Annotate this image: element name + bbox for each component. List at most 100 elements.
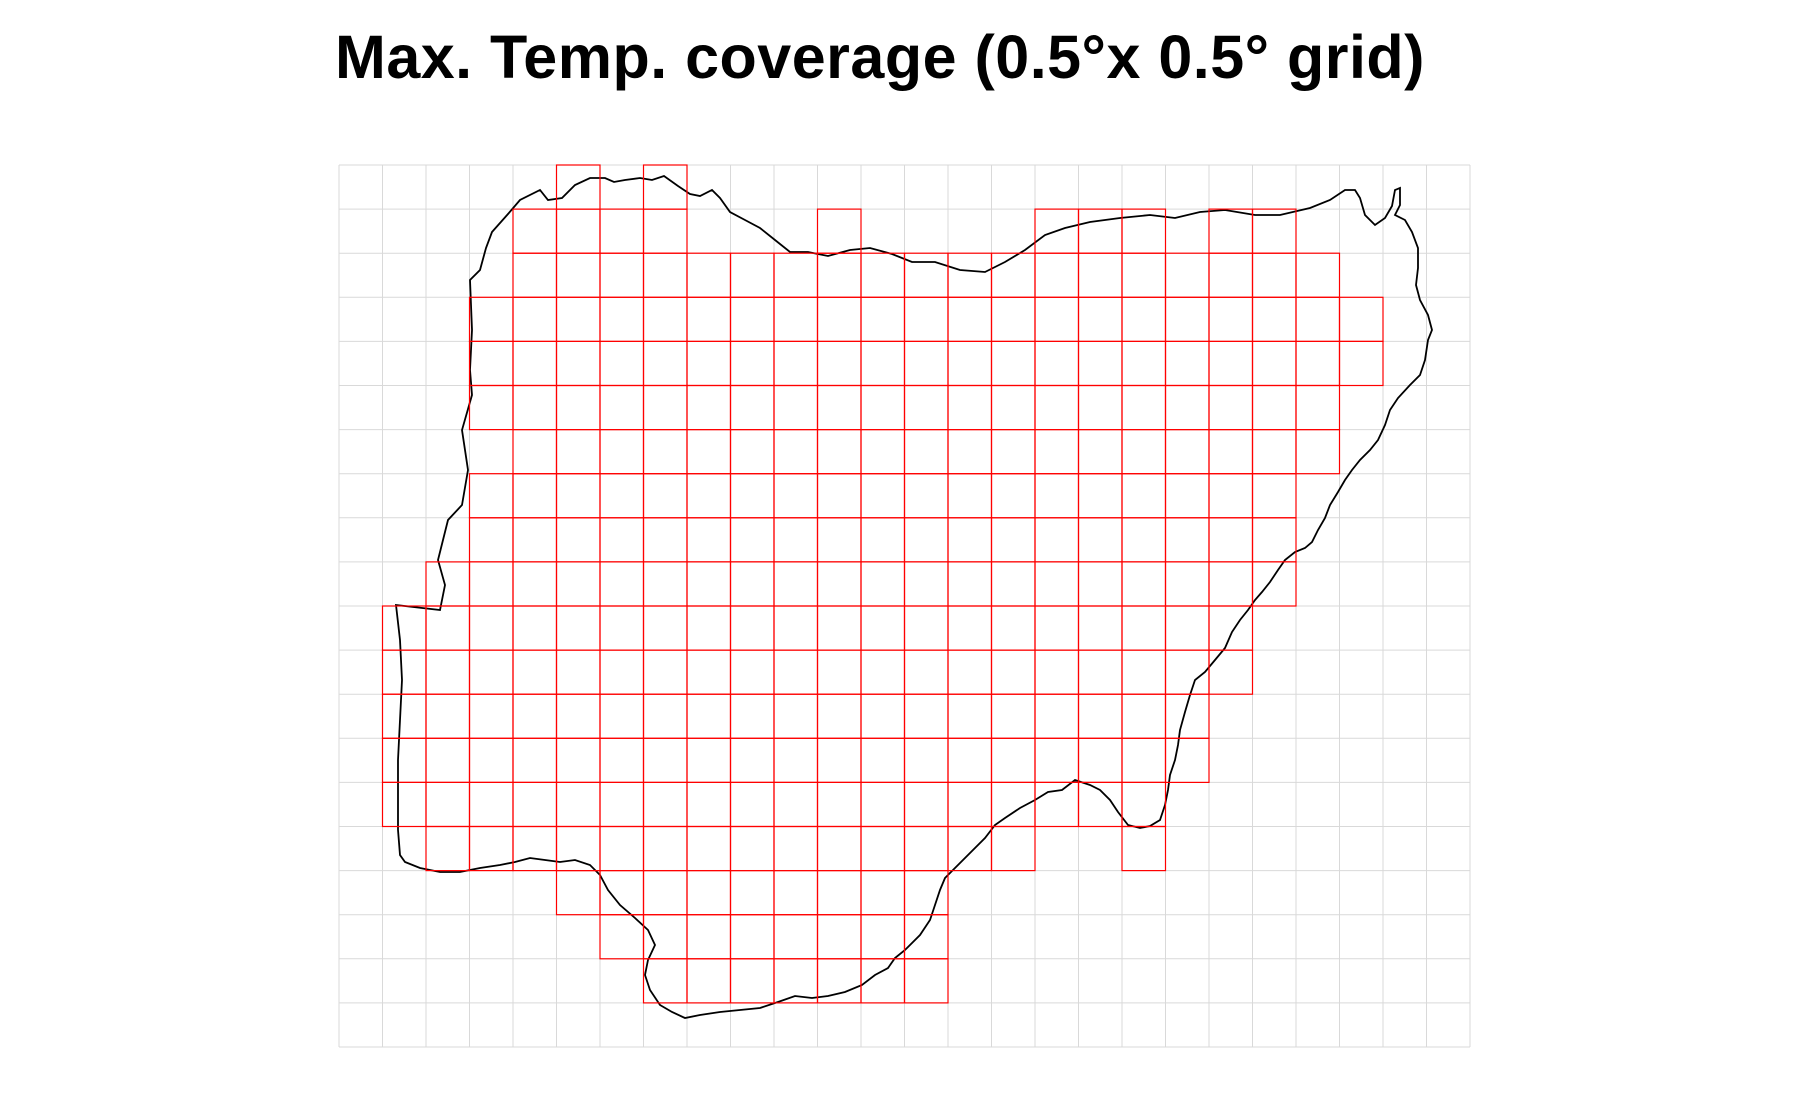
covered-grid-cell	[860, 517, 906, 563]
covered-grid-cell	[512, 649, 558, 695]
covered-grid-cell	[1164, 384, 1210, 431]
covered-grid-cell	[903, 252, 949, 298]
covered-grid-cell	[555, 517, 601, 563]
covered-grid-cell	[729, 781, 775, 828]
covered-grid-cell	[599, 517, 645, 563]
covered-grid-cell	[1208, 252, 1254, 298]
covered-grid-cell	[816, 384, 862, 431]
covered-grid-cell	[1034, 737, 1080, 783]
covered-grid-cell	[555, 649, 601, 695]
covered-grid-cell	[816, 781, 862, 828]
covered-grid-cell	[947, 296, 993, 342]
covered-grid-cell	[1121, 825, 1167, 872]
covered-grid-cell	[555, 561, 601, 607]
covered-grid-cell	[1208, 384, 1254, 431]
covered-grid-cell	[642, 429, 688, 475]
covered-grid-cell	[599, 429, 645, 475]
covered-grid-cell	[816, 429, 862, 475]
covered-grid-cell	[990, 340, 1036, 387]
covered-grid-cell	[686, 869, 732, 916]
covered-grid-cell	[903, 473, 949, 519]
covered-grid-cell	[947, 561, 993, 607]
covered-grid-cell	[773, 825, 819, 872]
covered-grid-cell	[729, 561, 775, 607]
covered-grid-cell	[468, 296, 514, 342]
covered-grid-cell	[947, 429, 993, 475]
covered-grid-cell	[990, 825, 1036, 872]
covered-grid-cell	[947, 693, 993, 739]
covered-grid-cell	[555, 737, 601, 783]
covered-grid-cell	[903, 693, 949, 739]
covered-grid-cell	[1077, 473, 1123, 519]
covered-grid-cell	[773, 605, 819, 651]
covered-grid-cell	[1077, 384, 1123, 431]
covered-grid-cell	[381, 693, 427, 739]
covered-grid-cell	[555, 781, 601, 828]
covered-grid-cell	[555, 296, 601, 342]
covered-grid-cell	[1164, 296, 1210, 342]
covered-grid-cell	[773, 914, 819, 960]
covered-grid-cell	[512, 825, 558, 872]
covered-grid-cell	[642, 737, 688, 783]
covered-grid-cell	[773, 693, 819, 739]
covered-grid-cell	[903, 384, 949, 431]
covered-grid-cell	[816, 473, 862, 519]
covered-grid-cell	[729, 605, 775, 651]
covered-grid-cell	[1077, 561, 1123, 607]
covered-grid-cell	[990, 473, 1036, 519]
covered-grid-cell	[1208, 517, 1254, 563]
covered-grid-cell	[1251, 252, 1297, 298]
covered-grid-cell	[860, 825, 906, 872]
covered-grid-cell	[686, 473, 732, 519]
covered-grid-cell	[990, 561, 1036, 607]
covered-grid-cell	[816, 914, 862, 960]
covered-grid-cell	[1077, 252, 1123, 298]
covered-grid-cell	[1034, 693, 1080, 739]
covered-grid-cell	[468, 737, 514, 783]
covered-grid-cell	[468, 649, 514, 695]
covered-grid-cell	[903, 340, 949, 387]
covered-grid-cell	[773, 737, 819, 783]
covered-grid-cell	[1034, 517, 1080, 563]
covered-grid-cell	[1034, 252, 1080, 298]
covered-grid-cell	[903, 517, 949, 563]
covered-grid-cell	[468, 781, 514, 828]
covered-grid-cell	[599, 869, 645, 916]
covered-grid-cell	[860, 781, 906, 828]
covered-grid-cell	[1077, 340, 1123, 387]
covered-grid-cell	[686, 825, 732, 872]
covered-grid-cell	[381, 781, 427, 828]
covered-grid-cell	[773, 781, 819, 828]
covered-grid-cell	[686, 384, 732, 431]
covered-grid-cell	[512, 473, 558, 519]
covered-grid-cell	[512, 517, 558, 563]
covered-grid-cell	[381, 737, 427, 783]
covered-grid-cell	[903, 429, 949, 475]
covered-grid-cell	[947, 781, 993, 828]
covered-grid-cell	[860, 252, 906, 298]
covered-grid-cell	[686, 781, 732, 828]
covered-grid-cell	[599, 561, 645, 607]
covered-grid-cell	[816, 208, 862, 254]
covered-grid-cell	[1121, 561, 1167, 607]
covered-grid-cell	[816, 869, 862, 916]
covered-grid-cell	[642, 473, 688, 519]
covered-grid-cell	[816, 517, 862, 563]
covered-grid-cell	[773, 340, 819, 387]
covered-grid-cell	[729, 958, 775, 1004]
covered-grid-cell	[860, 340, 906, 387]
covered-grid-cell	[773, 517, 819, 563]
covered-grid-cell	[1208, 429, 1254, 475]
covered-grid-cell	[773, 384, 819, 431]
covered-grid-cell	[860, 384, 906, 431]
covered-grid-cell	[599, 208, 645, 254]
covered-grid-cell	[555, 384, 601, 431]
covered-grid-cell	[1034, 296, 1080, 342]
map-title: Max. Temp. coverage (0.5°x 0.5° grid)	[335, 23, 1425, 91]
covered-grid-cell	[816, 825, 862, 872]
covered-grid-cell	[512, 781, 558, 828]
covered-grid-cell	[642, 340, 688, 387]
covered-grid-cell	[512, 605, 558, 651]
covered-grid-cell	[599, 340, 645, 387]
covered-grid-cell	[729, 914, 775, 960]
